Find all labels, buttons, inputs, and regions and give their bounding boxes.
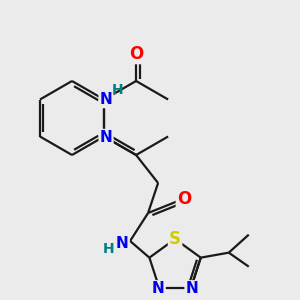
Text: H: H xyxy=(112,82,124,97)
Text: N: N xyxy=(116,236,128,250)
Text: N: N xyxy=(152,281,165,296)
Text: H: H xyxy=(102,242,114,256)
Text: S: S xyxy=(169,230,181,248)
Text: O: O xyxy=(177,190,191,208)
Text: N: N xyxy=(186,281,198,296)
Text: N: N xyxy=(100,130,112,145)
Text: O: O xyxy=(129,45,143,63)
Text: N: N xyxy=(100,92,112,107)
